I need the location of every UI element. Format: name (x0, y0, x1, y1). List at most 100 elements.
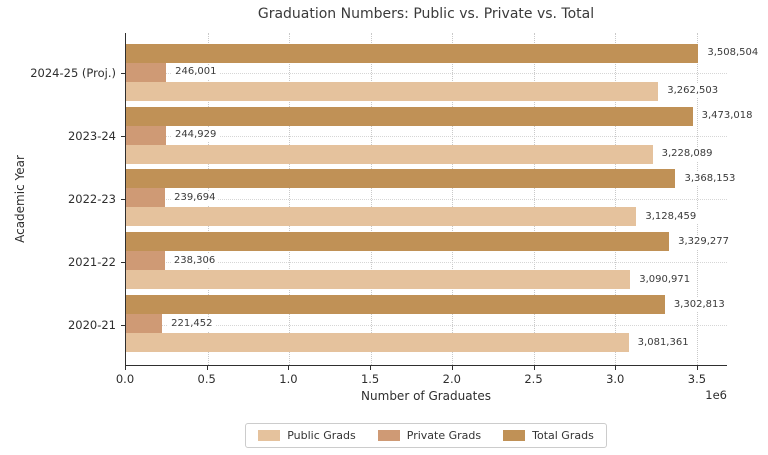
total-grads-bar-row: 3,302,813 (126, 295, 728, 315)
bar-value-label: 3,508,504 (704, 46, 762, 61)
x-tick-label: 3.0 (606, 372, 625, 386)
x-tick-mark (125, 366, 126, 370)
y-tick-label: 2021-22 (67, 254, 116, 269)
total-grads-bar (126, 106, 693, 126)
bar-value-label: 3,081,361 (634, 335, 692, 350)
public-grads-bar (126, 144, 653, 164)
bar-value-label: 246,001 (172, 65, 220, 80)
y-tick-mark (121, 261, 125, 263)
bar-value-label: 239,694 (171, 190, 219, 205)
total-grads-bar (126, 295, 665, 315)
public-grads-bar (126, 333, 629, 353)
bar-value-label: 3,090,971 (636, 272, 694, 287)
y-gridline (126, 135, 727, 137)
x-tick-mark (696, 366, 698, 370)
public-grads-bar-row: 3,081,361 (126, 333, 727, 353)
bar-value-label: 3,262,503 (664, 84, 722, 99)
bar-value-label: 3,302,813 (670, 297, 728, 312)
bar-value-label: 238,306 (170, 253, 219, 268)
y-tick-label: 2023-24 (67, 128, 116, 143)
legend-item-label: Public Grads (287, 429, 356, 442)
bar-value-label: 244,929 (171, 128, 220, 143)
bar-value-label: 3,128,459 (642, 209, 700, 224)
x-tick-label: 1.0 (279, 372, 298, 386)
x-tick-mark (288, 366, 290, 370)
private-grads-bar-row: 221,452 (126, 314, 727, 334)
x-tick-label: 0.0 (115, 372, 135, 386)
bar-value-label: 3,368,153 (681, 171, 739, 186)
y-tick-label: 2020-21 (67, 317, 116, 332)
total-grads-bar (126, 43, 699, 63)
x-tick-mark (533, 366, 535, 370)
x-axis-offset-label: 1e6 (705, 388, 727, 402)
total-grads-bar (126, 232, 670, 252)
public-grads-bar (126, 270, 631, 290)
legend-box: Public Grads Private Grads Total Grads (245, 423, 607, 448)
y-gridline (126, 198, 727, 200)
x-tick-mark (615, 366, 617, 370)
y-tick-mark (121, 198, 125, 200)
total-grads-bar-row: 3,473,018 (126, 106, 756, 126)
y-axis-label: Academic Year (13, 155, 27, 243)
private-grads-bar (126, 188, 166, 208)
legend-item: Total Grads (503, 429, 594, 442)
x-tick-mark (206, 366, 208, 370)
x-tick-mark (451, 366, 453, 370)
legend-swatch (377, 430, 400, 441)
x-tick-label: 2.5 (524, 372, 543, 386)
public-grads-bar-row: 3,228,089 (126, 144, 727, 164)
grid-layer (126, 33, 727, 365)
bar-group: 3,473,018 244,929 3,228,089 (126, 104, 756, 167)
public-grads-bar-row: 3,128,459 (126, 207, 727, 227)
public-grads-bar-row: 3,262,503 (126, 81, 727, 101)
legend-item: Public Grads (258, 429, 356, 442)
total-grads-bar-row: 3,368,153 (126, 169, 739, 189)
y-tick-mark (121, 135, 125, 137)
y-gridline (126, 261, 727, 263)
public-grads-bar-row: 3,090,971 (126, 270, 727, 290)
private-grads-bar-row: 244,929 (126, 125, 727, 145)
private-grads-bar-row: 246,001 (126, 62, 727, 82)
private-grads-bar-row: 238,306 (126, 251, 727, 271)
bar-value-label: 3,329,277 (675, 234, 733, 249)
bar-group: 3,302,813 221,452 3,081,361 (126, 292, 728, 355)
y-tick-label: 2024-25 (Proj.) (30, 65, 116, 80)
y-tick-label: 2022-23 (67, 191, 116, 206)
y-gridline (126, 324, 727, 326)
legend-item-label: Total Grads (532, 429, 594, 442)
private-grads-bar (126, 251, 165, 271)
total-grads-bar-row: 3,329,277 (126, 232, 733, 252)
bar-group: 3,508,504 246,001 3,262,503 (126, 41, 762, 104)
x-tick-label: 0.5 (197, 372, 216, 386)
chart-title: Graduation Numbers: Public vs. Private v… (257, 6, 595, 22)
bar-group: 3,368,153 239,694 3,128,459 (126, 167, 739, 230)
legend-swatch (503, 430, 526, 441)
bar-group: 3,329,277 238,306 3,090,971 (126, 229, 733, 292)
public-grads-bar (126, 207, 637, 227)
legend-swatch (258, 430, 281, 441)
x-tick-label: 1.5 (360, 372, 380, 386)
x-axis-label: Number of Graduates (361, 389, 491, 403)
legend-item-label: Private Grads (406, 429, 482, 442)
public-grads-bar (126, 81, 659, 101)
legend-item: Private Grads (377, 429, 482, 442)
total-grads-bar-row: 3,508,504 (126, 43, 762, 63)
bar-value-label: 3,228,089 (658, 147, 716, 162)
x-tick-label: 2.0 (442, 372, 461, 386)
y-tick-mark (121, 324, 125, 326)
plot-area: 3,508,504 246,001 3,262,503 3,473,018 244,92… (125, 33, 762, 366)
legend: Public Grads Private Grads Total Grads (125, 423, 727, 448)
private-grads-bar-row: 239,694 (126, 188, 727, 208)
private-grads-bar (126, 125, 166, 145)
bars-layer: 3,508,504 246,001 3,262,503 3,473,018 244,92… (126, 41, 762, 355)
bar-value-label: 221,452 (168, 316, 216, 331)
y-tick-mark (121, 72, 125, 74)
x-tick-mark (370, 366, 372, 370)
private-grads-bar (126, 314, 163, 334)
bar-value-label: 3,473,018 (698, 109, 756, 124)
y-gridline (126, 72, 727, 74)
private-grads-bar (126, 62, 167, 82)
total-grads-bar (126, 169, 676, 189)
x-tick-label: 3.5 (687, 372, 707, 386)
